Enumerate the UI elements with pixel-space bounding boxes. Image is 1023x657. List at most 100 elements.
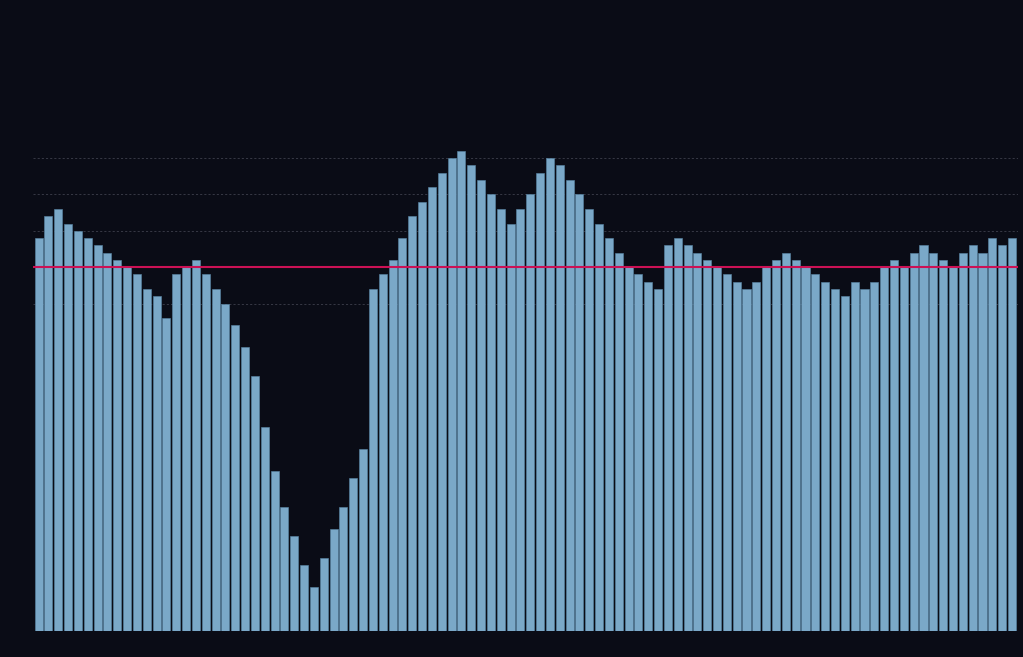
Bar	[221, 304, 229, 631]
Bar	[615, 253, 623, 631]
Bar	[920, 245, 928, 631]
Bar	[674, 238, 681, 631]
Bar	[555, 166, 564, 631]
Bar	[536, 173, 544, 631]
Bar	[457, 151, 465, 631]
Bar	[978, 253, 986, 631]
Bar	[517, 209, 525, 631]
Bar	[939, 260, 947, 631]
Bar	[349, 478, 357, 631]
Bar	[329, 529, 338, 631]
Bar	[84, 238, 92, 631]
Bar	[949, 267, 958, 631]
Bar	[546, 158, 553, 631]
Bar	[634, 275, 642, 631]
Bar	[664, 245, 672, 631]
Bar	[694, 253, 702, 631]
Bar	[713, 267, 721, 631]
Bar	[506, 223, 515, 631]
Bar	[270, 471, 278, 631]
Bar	[929, 253, 937, 631]
Bar	[369, 289, 376, 631]
Bar	[114, 260, 122, 631]
Bar	[851, 282, 858, 631]
Bar	[644, 282, 653, 631]
Bar	[752, 282, 760, 631]
Bar	[64, 223, 73, 631]
Bar	[438, 173, 446, 631]
Bar	[487, 194, 495, 631]
Bar	[172, 275, 180, 631]
Bar	[969, 245, 977, 631]
Bar	[163, 318, 171, 631]
Bar	[44, 216, 52, 631]
Bar	[359, 449, 367, 631]
Bar	[231, 325, 239, 631]
Bar	[585, 209, 593, 631]
Bar	[566, 180, 574, 631]
Bar	[212, 289, 220, 631]
Bar	[575, 194, 583, 631]
Bar	[683, 245, 692, 631]
Bar	[1008, 238, 1016, 631]
Bar	[54, 209, 62, 631]
Bar	[35, 238, 43, 631]
Bar	[447, 158, 455, 631]
Bar	[988, 238, 996, 631]
Bar	[261, 427, 269, 631]
Bar	[801, 267, 809, 631]
Bar	[280, 507, 288, 631]
Bar	[723, 275, 730, 631]
Bar	[841, 296, 849, 631]
Bar	[595, 223, 604, 631]
Bar	[251, 376, 259, 631]
Bar	[477, 180, 485, 631]
Bar	[202, 275, 210, 631]
Bar	[909, 253, 918, 631]
Bar	[93, 245, 101, 631]
Bar	[379, 275, 387, 631]
Bar	[880, 267, 888, 631]
Bar	[890, 260, 898, 631]
Bar	[743, 289, 751, 631]
Bar	[74, 231, 82, 631]
Bar	[762, 267, 770, 631]
Bar	[103, 253, 112, 631]
Bar	[821, 282, 830, 631]
Bar	[998, 245, 1007, 631]
Bar	[192, 260, 199, 631]
Bar	[389, 260, 397, 631]
Bar	[792, 260, 800, 631]
Bar	[624, 267, 632, 631]
Bar	[526, 194, 534, 631]
Bar	[408, 216, 416, 631]
Bar	[811, 275, 819, 631]
Bar	[871, 282, 879, 631]
Bar	[152, 296, 161, 631]
Bar	[772, 260, 781, 631]
Bar	[418, 202, 427, 631]
Bar	[831, 289, 839, 631]
Bar	[300, 565, 308, 631]
Bar	[310, 587, 318, 631]
Bar	[782, 253, 790, 631]
Bar	[860, 289, 869, 631]
Bar	[133, 275, 141, 631]
Bar	[428, 187, 436, 631]
Bar	[605, 238, 613, 631]
Bar	[241, 347, 250, 631]
Bar	[320, 558, 327, 631]
Bar	[703, 260, 711, 631]
Bar	[398, 238, 406, 631]
Bar	[340, 507, 348, 631]
Bar	[123, 267, 131, 631]
Bar	[654, 289, 662, 631]
Bar	[497, 209, 504, 631]
Bar	[732, 282, 741, 631]
Bar	[291, 536, 299, 631]
Bar	[182, 267, 190, 631]
Bar	[959, 253, 967, 631]
Bar	[900, 267, 907, 631]
Bar	[468, 166, 476, 631]
Bar	[143, 289, 150, 631]
